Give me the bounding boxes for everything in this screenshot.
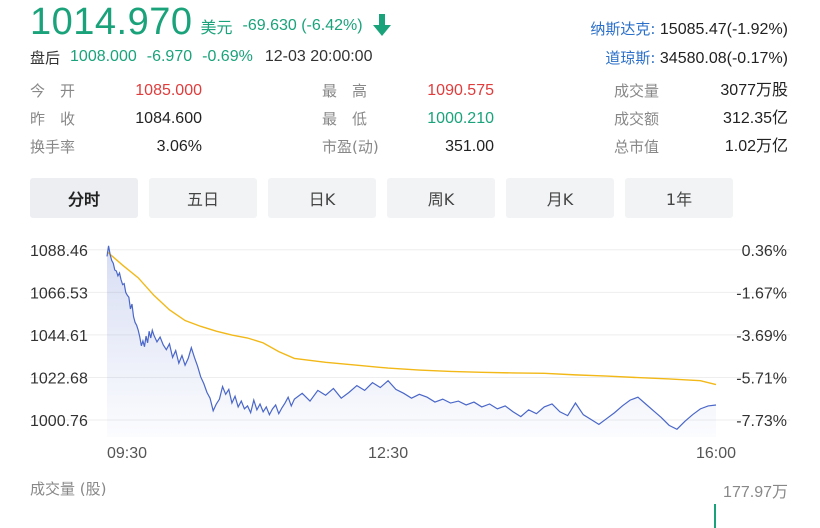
tab-weekly-k[interactable]: 周K <box>387 178 495 218</box>
stat-turnover: 换手率 3.06% <box>30 136 202 158</box>
stat-low: 最 低 1000.210 <box>322 108 494 130</box>
y-pct-tick-label: -7.73% <box>736 413 787 430</box>
y-pct-tick-label: 0.36% <box>742 243 787 260</box>
x-tick-label: 12:30 <box>368 445 408 462</box>
price-area <box>107 245 716 437</box>
after-hours-change: -6.970 <box>146 48 193 65</box>
arrow-down-icon <box>372 14 391 36</box>
stat-label: 市盈(动) <box>322 138 379 156</box>
tab-intraday[interactable]: 分时 <box>30 178 138 218</box>
volume-max-value: 177.97万 <box>723 484 788 501</box>
y-pct-tick-label: -5.71% <box>736 370 787 387</box>
stat-label: 总市值 <box>614 138 660 156</box>
intraday-chart[interactable]: 1088.46 0.36% 1066.53 -1.67% 1044.61 -3.69% 10… <box>0 225 820 470</box>
index-name[interactable]: 纳斯达克: <box>590 20 656 38</box>
currency-unit: 美元 <box>200 18 233 37</box>
stat-pe: 市盈(动) 351.00 <box>322 136 494 158</box>
quote-header: 1014.970 美元 -69.630 (-6.42%) <box>30 0 391 43</box>
stat-value: 312.35亿 <box>723 110 788 127</box>
stat-label: 成交额 <box>614 110 660 128</box>
after-hours-label: 盘后 <box>30 48 61 67</box>
stat-value: 351.00 <box>445 138 494 155</box>
stat-label: 最 高 <box>322 82 368 100</box>
stat-high: 最 高 1090.575 <box>322 80 494 102</box>
stat-value: 1.02万亿 <box>724 138 788 155</box>
after-hours-price: 1008.000 <box>70 48 137 65</box>
volume-label: 成交量 (股) <box>30 480 107 498</box>
index-value: 15085.47(-1.92%) <box>659 21 788 38</box>
x-tick-label: 09:30 <box>107 445 147 462</box>
stat-value: 1084.600 <box>135 110 202 127</box>
y-pct-tick-label: -1.67% <box>736 285 787 302</box>
after-hours-row: 盘后 1008.000 -6.970 -0.69% 12-03 20:00:00 <box>30 46 372 68</box>
x-tick-label: 16:00 <box>696 445 736 462</box>
stat-prev-close: 昨 收 1084.600 <box>30 108 202 130</box>
stat-label: 今 开 <box>30 82 76 100</box>
index-name[interactable]: 道琼斯: <box>605 49 656 67</box>
y-pct-tick-label: -3.69% <box>736 328 787 345</box>
last-price: 1014.970 <box>30 0 193 43</box>
stat-open: 今 开 1085.000 <box>30 80 202 102</box>
price-line <box>106 245 717 430</box>
price-change: -69.630 (-6.42%) <box>242 17 363 34</box>
stat-label: 换手率 <box>30 138 76 156</box>
stat-value: 1085.000 <box>135 82 202 99</box>
stat-value: 1000.210 <box>427 110 494 127</box>
stat-label: 最 低 <box>322 110 368 128</box>
x-axis-labels: 09:30 12:30 16:00 <box>107 445 736 462</box>
y-tick-label: 1000.76 <box>30 413 88 430</box>
chart-tabs: 分时 五日 日K 周K 月K 1年 <box>30 178 744 218</box>
volume-bar <box>714 504 716 528</box>
y-tick-label: 1066.53 <box>30 285 88 302</box>
index-nasdaq[interactable]: 纳斯达克: 15085.47(-1.92%) <box>590 18 788 39</box>
stat-volume: 成交量 3077万股 <box>614 80 788 102</box>
y-tick-label: 1022.68 <box>30 370 88 387</box>
stat-amount: 成交额 312.35亿 <box>614 108 788 130</box>
y-axis-labels: 1088.46 0.36% 1066.53 -1.67% 1044.61 -3.69% 10… <box>30 243 787 430</box>
y-tick-label: 1088.46 <box>30 243 88 260</box>
index-dow[interactable]: 道琼斯: 34580.08(-0.17%) <box>605 47 788 68</box>
after-hours-time: 12-03 20:00:00 <box>264 48 373 65</box>
stat-market-cap: 总市值 1.02万亿 <box>614 136 788 158</box>
stat-label: 昨 收 <box>30 110 76 128</box>
stat-value: 1090.575 <box>427 82 494 99</box>
stat-label: 成交量 <box>614 82 660 100</box>
tab-five-day[interactable]: 五日 <box>149 178 257 218</box>
after-hours-pct: -0.69% <box>202 48 253 65</box>
stat-value: 3.06% <box>156 138 202 155</box>
y-tick-label: 1044.61 <box>30 328 88 345</box>
average-price-line <box>106 251 717 386</box>
tab-monthly-k[interactable]: 月K <box>506 178 614 218</box>
index-value: 34580.08(-0.17%) <box>659 50 788 67</box>
tab-one-year[interactable]: 1年 <box>625 178 733 218</box>
stat-value: 3077万股 <box>720 82 788 99</box>
tab-daily-k[interactable]: 日K <box>268 178 376 218</box>
